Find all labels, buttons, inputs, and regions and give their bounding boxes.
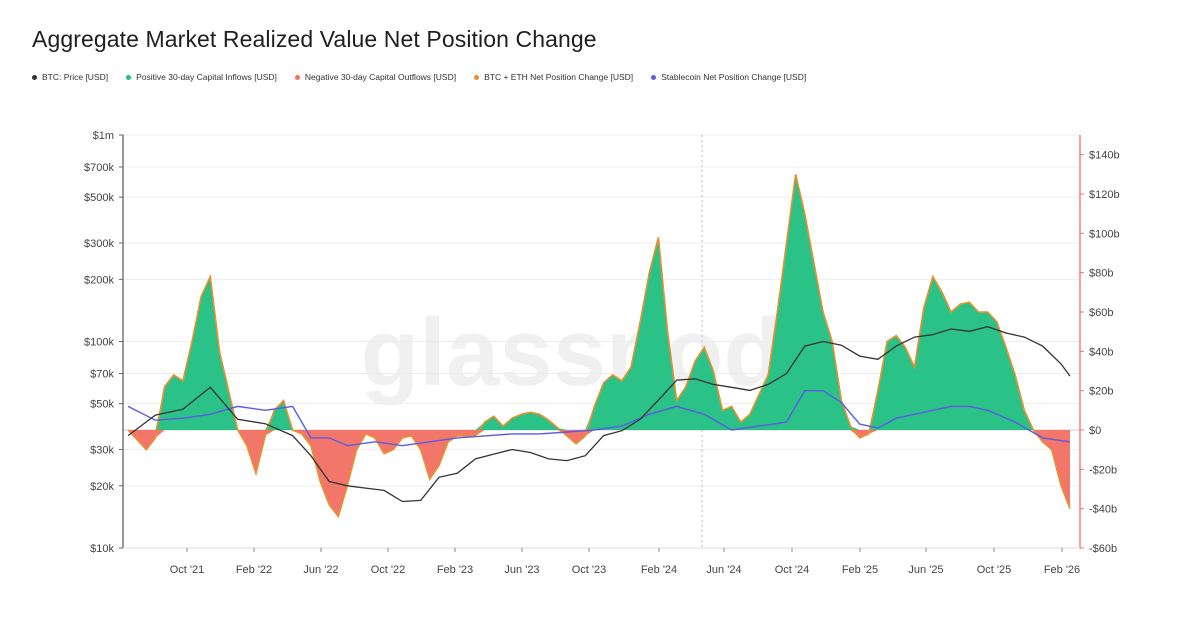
left-tick-label-0: $10k — [90, 543, 114, 555]
x-tick-label-4: Feb '23 — [437, 564, 473, 576]
right-tick-label-2: $100b — [1089, 228, 1120, 240]
legend-marker-btc-price — [32, 74, 37, 80]
right-axis-ticks: $140b $120b $100b $80b $60b $40b $20b $0 -$20b -$… — [1080, 150, 1120, 555]
left-tick-label-3: $50k — [90, 399, 114, 411]
series-lines — [127, 174, 1071, 519]
x-tick-label-13: Feb '26 — [1044, 564, 1080, 576]
chart-legend: BTC: Price [USD] Positive 30-day Capital… — [32, 72, 806, 82]
legend-label-positive-inflows: Positive 30-day Capital Inflows [USD] — [136, 72, 277, 82]
area-positive-inflows — [128, 174, 1070, 430]
area-negative-outflows — [128, 430, 1070, 517]
legend-label-btc-eth-net: BTC + ETH Net Position Change [USD] — [484, 72, 634, 82]
x-tick-label-2: Jun '22 — [303, 564, 338, 576]
right-tick-label-3: $80b — [1089, 268, 1113, 280]
legend-item-stablecoin-net[interactable]: Stablecoin Net Position Change [USD] — [651, 72, 806, 82]
line-btc-eth-net — [127, 174, 1071, 519]
x-tick-label-10: Feb '25 — [842, 564, 878, 576]
right-tick-label-5: $40b — [1089, 346, 1113, 358]
x-tick-label-9: Oct '24 — [775, 564, 810, 576]
legend-item-btc-price[interactable]: BTC: Price [USD] — [32, 72, 108, 82]
x-tick-label-11: Jun '25 — [908, 564, 943, 576]
x-tick-label-0: Oct '21 — [170, 564, 205, 576]
x-tick-label-1: Feb '22 — [236, 564, 272, 576]
x-tick-label-6: Oct '23 — [572, 564, 607, 576]
left-tick-label-5: $100k — [84, 337, 114, 349]
left-tick-label-9: $700k — [84, 162, 114, 174]
line-stablecoin-net — [127, 390, 1071, 447]
left-tick-label-4: $70k — [90, 368, 114, 380]
chart-title: Aggregate Market Realized Value Net Posi… — [32, 26, 597, 52]
x-tick-label-3: Oct '22 — [371, 564, 406, 576]
x-tick-label-12: Oct '25 — [977, 564, 1012, 576]
legend-item-positive-inflows[interactable]: Positive 30-day Capital Inflows [USD] — [126, 72, 277, 82]
x-tick-label-7: Feb '24 — [641, 564, 677, 576]
left-tick-label-8: $500k — [84, 192, 114, 204]
right-tick-label-6: $20b — [1089, 386, 1113, 398]
legend-label-negative-outflows: Negative 30-day Capital Outflows [USD] — [304, 72, 457, 82]
right-tick-label-10: -$60b — [1089, 543, 1117, 555]
x-axis-ticks: Oct '21 Feb '22 Jun '22 Oct '22 Feb '23 Jun '… — [170, 548, 1080, 576]
right-tick-label-4: $60b — [1089, 307, 1113, 319]
right-tick-label-1: $120b — [1089, 189, 1120, 201]
left-tick-label-2: $30k — [90, 444, 114, 456]
legend-marker-stablecoin-net — [651, 74, 657, 80]
right-tick-label-7: $0 — [1089, 425, 1101, 437]
right-tick-label-8: -$20b — [1089, 464, 1117, 476]
legend-label-stablecoin-net: Stablecoin Net Position Change [USD] — [661, 72, 807, 82]
left-tick-label-6: $200k — [84, 274, 114, 286]
line-btc-price — [127, 326, 1071, 503]
x-tick-label-5: Jun '23 — [504, 564, 539, 576]
legend-item-btc-eth-net[interactable]: BTC + ETH Net Position Change [USD] — [474, 72, 633, 82]
legend-item-negative-outflows[interactable]: Negative 30-day Capital Outflows [USD] — [294, 72, 457, 82]
right-tick-label-9: -$40b — [1089, 504, 1117, 516]
left-tick-label-10: $1m — [93, 130, 114, 142]
legend-marker-negative-outflows — [294, 74, 300, 80]
legend-marker-btc-eth-net — [474, 74, 480, 80]
right-tick-label-0: $140b — [1089, 150, 1120, 162]
legend-label-btc-price: BTC: Price [USD] — [42, 72, 109, 82]
flow-areas — [128, 174, 1070, 517]
left-tick-label-1: $20k — [90, 481, 114, 493]
left-axis-ticks: $10k $20k $30k $50k $70k $100k $200k $300k $500k… — [84, 130, 123, 555]
x-tick-label-8: Jun '24 — [706, 564, 741, 576]
legend-marker-positive-inflows — [126, 74, 132, 80]
left-tick-label-7: $300k — [84, 238, 114, 250]
